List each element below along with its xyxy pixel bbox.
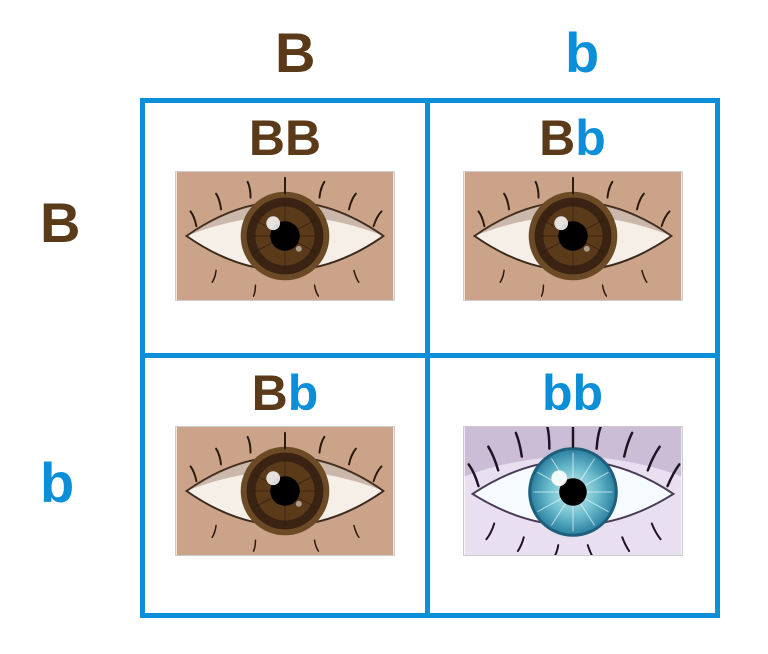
genotype-label: Bb (252, 368, 319, 418)
allele-letter: B (252, 365, 288, 421)
allele-label: B (275, 21, 315, 84)
punnett-grid: BB Bb (140, 98, 720, 618)
column-header-1: B (275, 20, 315, 85)
allele-letter: b (573, 365, 604, 421)
allele-letter: B (249, 110, 285, 166)
column-header-2: b (565, 20, 599, 85)
cell-Bb: Bb (145, 358, 430, 613)
allele-label: b (40, 451, 74, 514)
eye-icon (463, 171, 683, 301)
allele-letter: B (539, 110, 575, 166)
cell-bb: bb (430, 358, 715, 613)
allele-label: B (40, 191, 80, 254)
eye-icon (175, 426, 395, 556)
eye-icon (463, 426, 683, 556)
phenotype-eye-brown (175, 171, 395, 306)
allele-label: b (565, 21, 599, 84)
allele-letter: b (542, 365, 573, 421)
punnett-square: B b B b BB (0, 0, 768, 654)
genotype-label: Bb (539, 113, 606, 163)
genotype-label: bb (542, 368, 603, 418)
cell-BB: BB (145, 103, 430, 358)
phenotype-eye-brown (463, 171, 683, 306)
genotype-label: BB (249, 113, 321, 163)
cell-Bb: Bb (430, 103, 715, 358)
allele-letter: b (575, 110, 606, 166)
phenotype-eye-blue (463, 426, 683, 561)
row-header-2: b (40, 450, 74, 515)
allele-letter: B (285, 110, 321, 166)
row-header-1: B (40, 190, 80, 255)
eye-icon (175, 171, 395, 301)
allele-letter: b (288, 365, 319, 421)
phenotype-eye-brown (175, 426, 395, 561)
